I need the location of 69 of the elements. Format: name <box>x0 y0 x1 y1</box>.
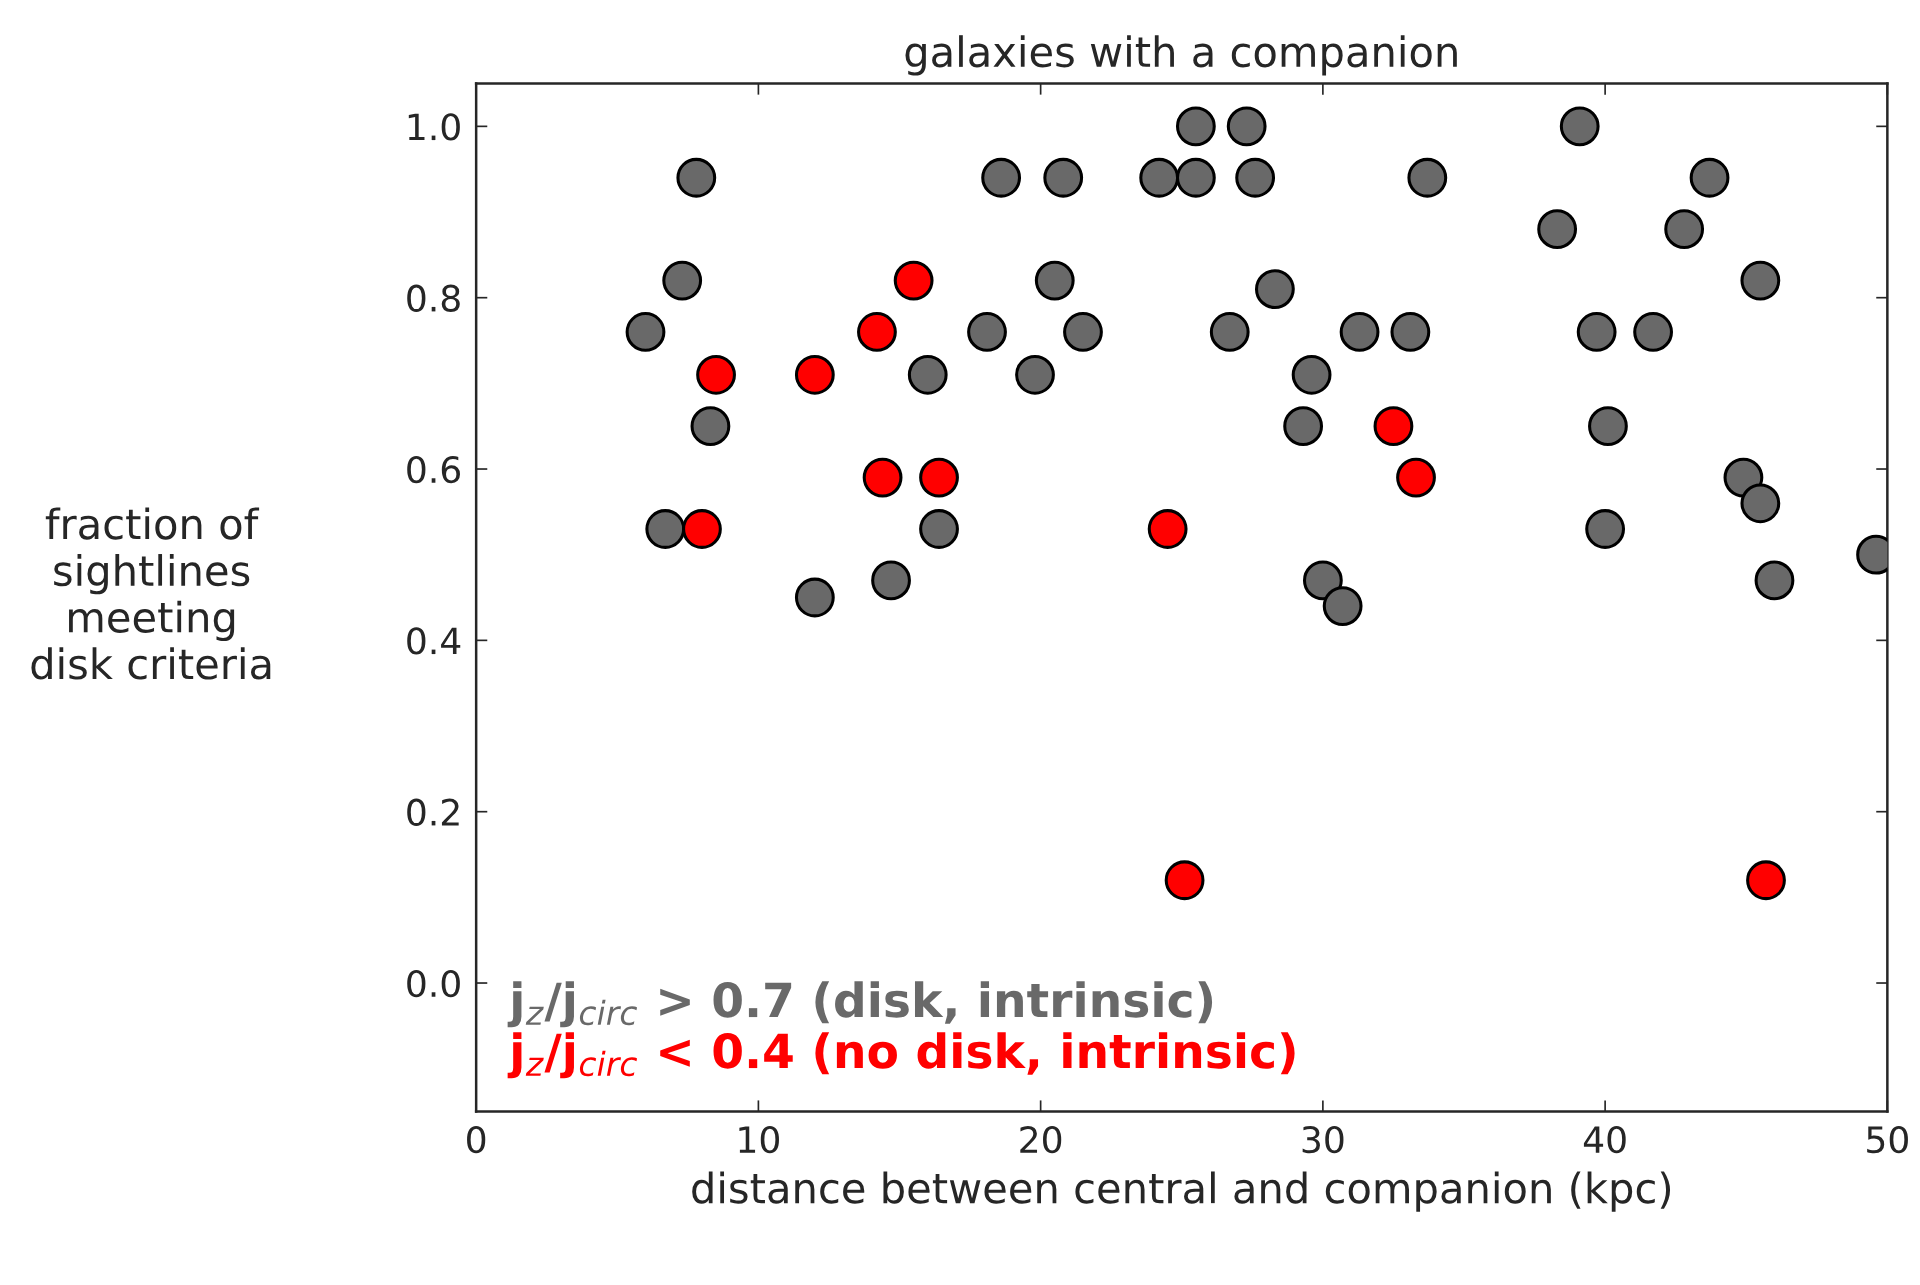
point <box>1559 106 1600 147</box>
y-tick-label: 0.8 <box>407 284 460 312</box>
point <box>794 577 835 618</box>
point <box>676 157 717 198</box>
point <box>1407 157 1448 198</box>
point <box>662 260 703 301</box>
point <box>1175 157 1216 198</box>
point <box>1235 157 1276 198</box>
point <box>893 260 934 301</box>
point <box>1339 312 1380 352</box>
x-tick-label: 30 <box>1302 1126 1344 1154</box>
point <box>1139 157 1180 198</box>
x-tick-label: 40 <box>1583 1126 1626 1154</box>
point <box>1209 312 1250 352</box>
point <box>1175 106 1216 147</box>
y-tick-label: 0.0 <box>407 969 460 998</box>
point <box>1633 312 1673 352</box>
point <box>794 354 835 395</box>
point <box>1291 354 1332 395</box>
point <box>1588 406 1628 447</box>
text: j$_{z}$/j$_{circ}$ > 0.7 (disk, intrinsic) <box>507 981 1213 1028</box>
point <box>919 509 959 549</box>
x-tick-label: 50 <box>1867 1126 1908 1154</box>
point <box>1585 509 1626 549</box>
point <box>690 406 731 447</box>
point <box>1754 560 1795 601</box>
point <box>1740 483 1781 524</box>
point <box>1396 457 1436 498</box>
y-tick-label: 1.0 <box>408 113 460 141</box>
point <box>1746 860 1786 901</box>
point <box>967 312 1007 352</box>
point <box>1537 209 1578 250</box>
point <box>857 312 897 352</box>
point <box>1147 509 1188 549</box>
point <box>1576 312 1617 352</box>
x-tick-label: 10 <box>739 1126 779 1154</box>
y-tick-label: 0.6 <box>407 455 460 484</box>
point <box>625 312 666 352</box>
point <box>645 509 686 549</box>
y-axis-title: fraction of sightlines meeting disk criteria <box>31 507 271 680</box>
chart-title: galaxies with a companion <box>905 35 1457 76</box>
point <box>1302 560 1343 601</box>
point <box>907 354 948 395</box>
point <box>1255 269 1295 310</box>
y-tick-label: 0.2 <box>407 798 459 826</box>
point <box>1390 312 1431 352</box>
point <box>981 157 1022 198</box>
text: j$_{z}$/j$_{circ}$ < 0.4 (no disk, intrinsic) <box>507 1032 1295 1079</box>
x-axis-title: distance between central and companion (kpc) <box>692 1171 1671 1212</box>
point <box>1740 260 1781 301</box>
point <box>1164 860 1205 901</box>
point <box>862 457 903 498</box>
x-tick-label: 20 <box>1020 1126 1062 1154</box>
point <box>1063 312 1103 352</box>
point <box>1689 157 1730 198</box>
point <box>1034 260 1075 301</box>
point <box>1664 209 1705 250</box>
point <box>871 560 911 601</box>
point <box>1283 406 1324 447</box>
point <box>1015 354 1055 395</box>
point <box>1322 586 1363 626</box>
point <box>682 509 722 549</box>
point <box>1373 406 1414 447</box>
point <box>696 354 736 395</box>
y-tick-label: 0.4 <box>407 627 461 655</box>
x-tick-label: 0 <box>467 1126 486 1154</box>
point <box>919 457 959 498</box>
point <box>1226 106 1267 147</box>
point <box>1043 157 1084 198</box>
